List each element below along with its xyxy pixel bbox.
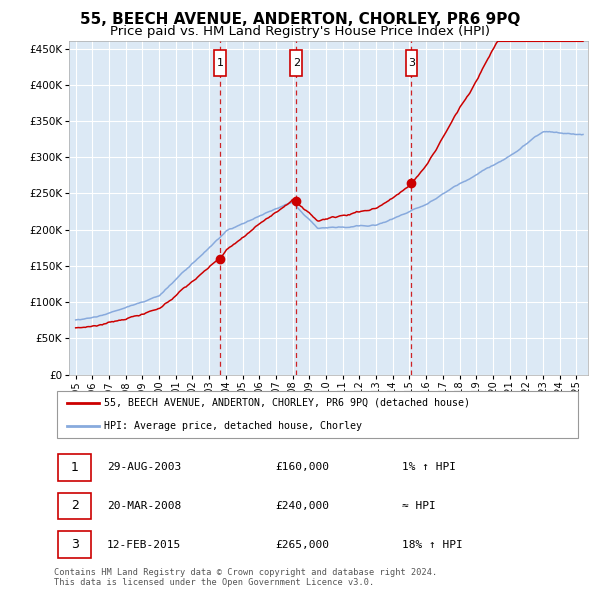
Text: 1: 1: [217, 58, 224, 68]
Bar: [58, 454, 91, 480]
Text: 18% ↑ HPI: 18% ↑ HPI: [403, 540, 463, 550]
Text: 20-MAR-2008: 20-MAR-2008: [107, 501, 181, 511]
Text: 55, BEECH AVENUE, ANDERTON, CHORLEY, PR6 9PQ (detached house): 55, BEECH AVENUE, ANDERTON, CHORLEY, PR6…: [104, 398, 470, 408]
Bar: [290, 50, 302, 76]
Text: 3: 3: [71, 538, 79, 551]
Text: £240,000: £240,000: [276, 501, 330, 511]
Text: £265,000: £265,000: [276, 540, 330, 550]
FancyBboxPatch shape: [56, 391, 578, 438]
Text: 2: 2: [293, 58, 300, 68]
Bar: [406, 50, 417, 76]
Text: 2: 2: [71, 499, 79, 513]
Bar: [214, 50, 226, 76]
Text: Contains HM Land Registry data © Crown copyright and database right 2024.
This d: Contains HM Land Registry data © Crown c…: [54, 568, 437, 587]
Text: 12-FEB-2015: 12-FEB-2015: [107, 540, 181, 550]
Text: 29-AUG-2003: 29-AUG-2003: [107, 462, 181, 472]
Text: ≈ HPI: ≈ HPI: [403, 501, 436, 511]
Text: 1: 1: [71, 461, 79, 474]
Text: 55, BEECH AVENUE, ANDERTON, CHORLEY, PR6 9PQ: 55, BEECH AVENUE, ANDERTON, CHORLEY, PR6…: [80, 12, 520, 27]
Text: 1% ↑ HPI: 1% ↑ HPI: [403, 462, 457, 472]
Text: HPI: Average price, detached house, Chorley: HPI: Average price, detached house, Chor…: [104, 421, 362, 431]
Bar: [58, 493, 91, 519]
Text: £160,000: £160,000: [276, 462, 330, 472]
Text: 3: 3: [408, 58, 415, 68]
Bar: [58, 532, 91, 558]
Text: Price paid vs. HM Land Registry's House Price Index (HPI): Price paid vs. HM Land Registry's House …: [110, 25, 490, 38]
